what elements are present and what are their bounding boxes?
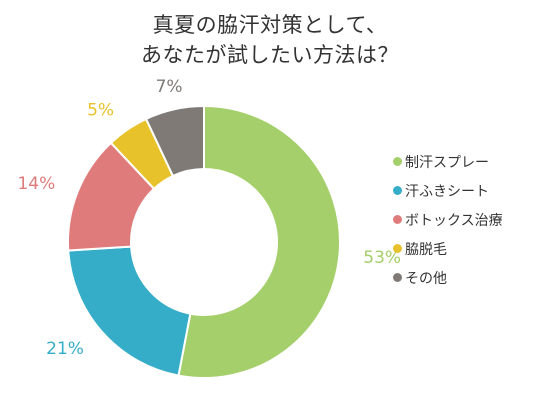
legend-label: その他 [405,270,447,287]
legend-item-wipes: 汗ふきシート [393,176,533,205]
data-label-spray: 53% [363,248,401,268]
data-label-other: 7% [156,77,183,97]
chart-title-line-2: あなたが試したい方法は？ [141,43,399,67]
legend-swatch [393,186,402,195]
legend-label: 汗ふきシート [405,183,489,200]
legend-swatch [393,273,402,282]
data-label-hair-removal: 5% [87,101,114,121]
legend-swatch [393,157,402,166]
legend-label: 制汗スプレー [405,154,489,171]
data-label-wipes: 21% [46,339,84,359]
chart-legend: 制汗スプレー 汗ふきシート ボトックス治療 脇脱毛 その他 [393,147,533,292]
chart-title: 真夏の脇汗対策として、 あなたが試したい方法は？ [0,10,540,70]
legend-item-hair-removal: 脇脱毛 [393,234,533,263]
chart-title-line-1: 真夏の脇汗対策として、 [152,13,388,37]
donut-slice-spray [177,104,341,379]
legend-item-spray: 制汗スプレー [393,147,533,176]
donut-slice-other [144,104,205,178]
data-label-botox: 14% [17,174,55,194]
legend-item-botox: ボトックス治療 [393,205,533,234]
legend-swatch [393,215,402,224]
donut-slice-wipes [67,245,192,377]
legend-label: 脇脱毛 [405,241,447,258]
legend-item-other: その他 [393,263,533,292]
legend-swatch [393,244,402,253]
legend-label: ボトックス治療 [405,212,503,229]
